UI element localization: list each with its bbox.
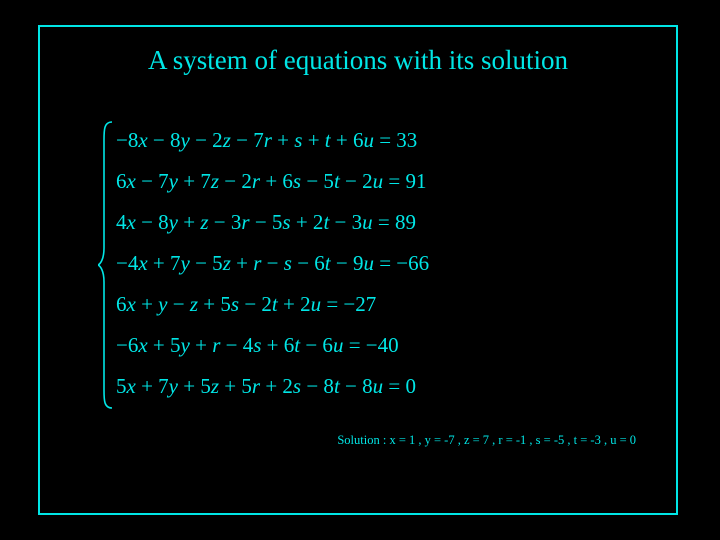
left-brace-icon <box>98 120 114 410</box>
equation-list: −8x − 8y − 2z − 7r + s + t + 6u = 33 6x … <box>116 120 676 407</box>
equation-row: −8x − 8y − 2z − 7r + s + t + 6u = 33 <box>116 120 676 161</box>
content-frame: A system of equations with its solution … <box>38 25 678 515</box>
equation-row: −6x + 5y + r − 4s + 6t − 6u = −40 <box>116 325 676 366</box>
equation-row: 4x − 8y + z − 3r − 5s + 2t − 3u = 89 <box>116 202 676 243</box>
page-title: A system of equations with its solution <box>40 45 676 76</box>
equation-row: 6x + y − z + 5s − 2t + 2u = −27 <box>116 284 676 325</box>
equation-row: −4x + 7y − 5z + r − s − 6t − 9u = −66 <box>116 243 676 284</box>
equation-system: −8x − 8y − 2z − 7r + s + t + 6u = 33 6x … <box>98 120 676 407</box>
equation-row: 6x − 7y + 7z − 2r + 6s − 5t − 2u = 91 <box>116 161 676 202</box>
solution-line: Solution : x = 1 , y = -7 , z = 7 , r = … <box>40 433 636 448</box>
equation-row: 5x + 7y + 5z + 5r + 2s − 8t − 8u = 0 <box>116 366 676 407</box>
